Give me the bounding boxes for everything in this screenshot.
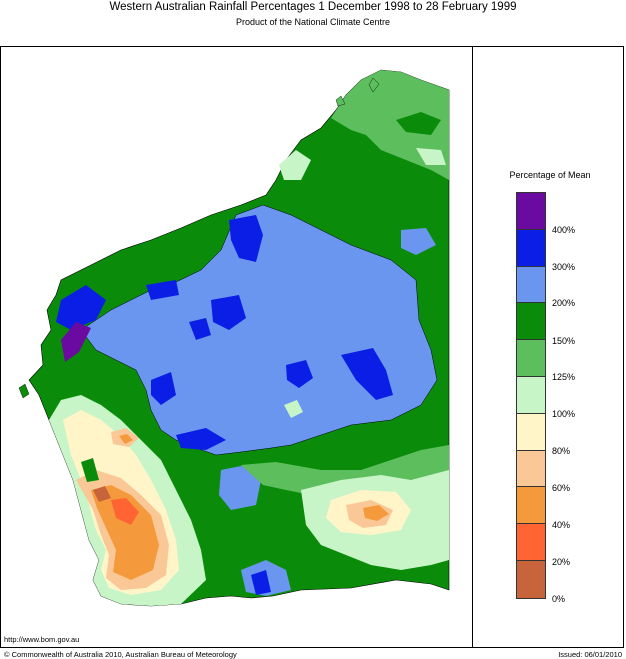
legend-band-20-40 [517, 524, 545, 561]
legend-band-300-400 [517, 229, 545, 267]
region-40-north-sw [119, 434, 133, 444]
legend-band-125-150 [517, 340, 545, 377]
region-0-sw [93, 486, 111, 502]
region-20-sw [111, 498, 139, 525]
legend-divider [472, 46, 473, 648]
region-100-north [279, 150, 311, 180]
region-300-g [176, 428, 226, 450]
region-300-h [56, 285, 106, 330]
issued-date: Issued: 06/01/2010 [558, 650, 622, 659]
legend-band-200-300 [517, 266, 545, 304]
legend-tick: 60% [552, 483, 571, 493]
legend-tick: 20% [552, 557, 571, 567]
source-url[interactable]: http://www.bom.gov.au [4, 635, 80, 644]
legend-band-150-200 [517, 303, 545, 341]
region-200-east [401, 228, 436, 255]
legend-band-100-125 [517, 376, 545, 414]
region-150-westcoast [81, 458, 99, 482]
legend-band-80-100 [517, 413, 545, 451]
region-300-d [341, 348, 393, 400]
legend-tick: 100% [552, 409, 576, 419]
region-300-c [189, 318, 211, 340]
copyright-notice: © Commonwealth of Australia 2010, Austra… [4, 650, 237, 659]
region-40-sw [91, 485, 159, 580]
rainfall-map [18, 69, 450, 607]
region-300-i [146, 280, 179, 300]
region-150-kimberley [396, 112, 441, 135]
legend-tick: 150% [552, 336, 576, 346]
legend-tick: 0% [552, 594, 566, 604]
region-300-e [286, 360, 313, 388]
map-frame [0, 46, 624, 648]
legend-tick: 400% [552, 225, 576, 235]
map-subtitle: Product of the National Climate Centre [235, 17, 391, 27]
island-a [368, 77, 380, 93]
legend-tick: 200% [552, 298, 576, 308]
legend-band-0-20 [517, 560, 545, 598]
region-300-b [211, 295, 246, 330]
region-100-ne [416, 148, 446, 165]
region-40-east [363, 505, 389, 521]
legend-band-40-60 [517, 487, 545, 525]
region-300-f [151, 372, 176, 405]
legend-tick: 40% [552, 520, 571, 530]
region-100-interior [284, 400, 303, 418]
island-b [335, 95, 346, 107]
legend-tick: 125% [552, 372, 576, 382]
legend-tick: 80% [552, 446, 571, 456]
region-300-a [229, 215, 263, 262]
island-c [18, 383, 30, 399]
legend-tick: 300% [552, 262, 576, 272]
map-title: Western Australian Rainfall Percentages … [109, 1, 517, 13]
region-200-south [219, 465, 261, 510]
legend-color-bar [516, 192, 546, 599]
legend-band-60-80 [517, 450, 545, 488]
legend-band-400-plus [517, 193, 545, 230]
region-400 [61, 322, 91, 362]
legend-title: Percentage of Mean [509, 170, 591, 180]
region-300-j [251, 570, 271, 595]
